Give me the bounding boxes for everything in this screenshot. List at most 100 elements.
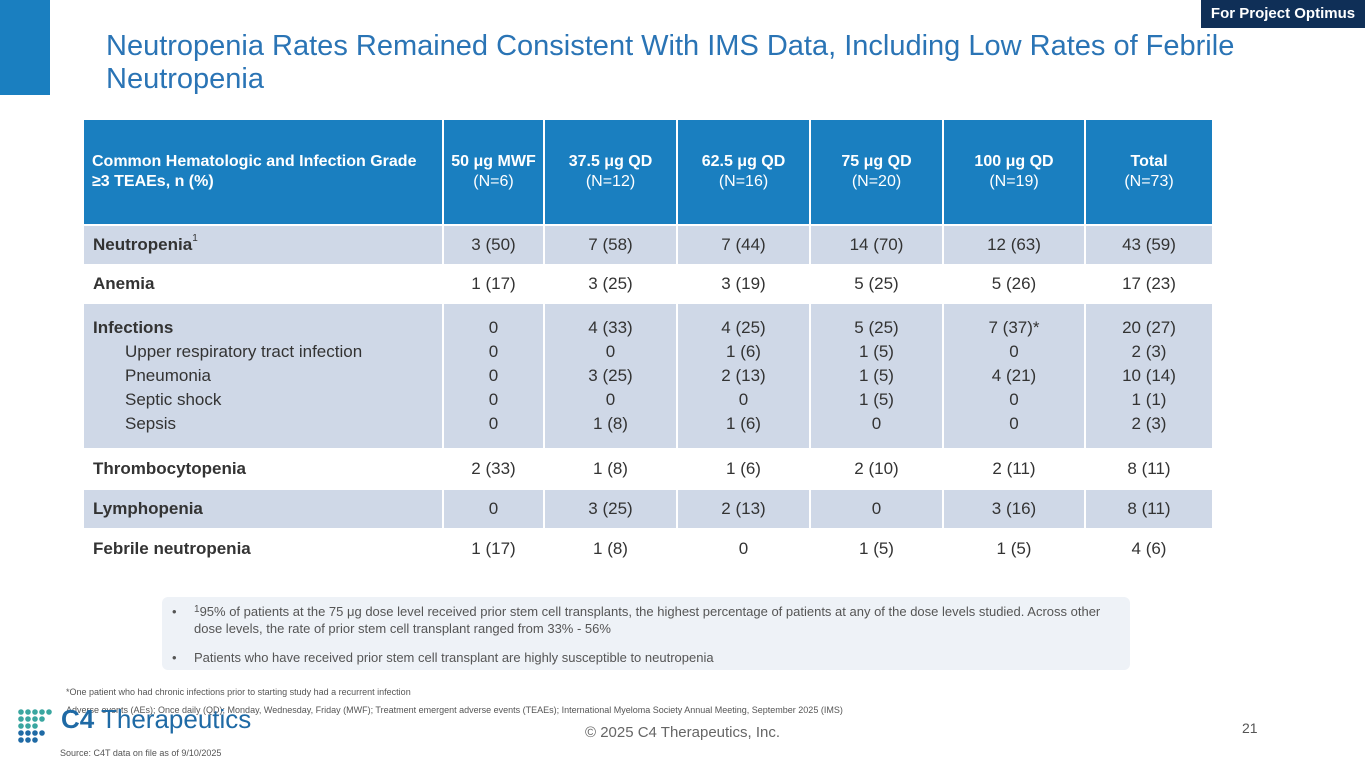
project-badge: For Project Optimus xyxy=(1201,0,1365,28)
asterisk-footnote: *One patient who had chronic infections … xyxy=(66,687,411,697)
cell-line: 1 (5) xyxy=(859,390,894,409)
table-cell: 4 (33) 0 3 (25) 0 1 (8) xyxy=(543,304,678,448)
cell-line: 0 xyxy=(1009,414,1019,433)
table-cell: 12 (63) xyxy=(942,225,1086,264)
header-n: (N=16) xyxy=(718,173,769,190)
table-cell: 3 (16) xyxy=(942,490,1086,528)
sub-row-label: Upper respiratory tract infection xyxy=(125,342,363,361)
table-cell: 4 (6) xyxy=(1084,528,1214,570)
table-row-lymphopenia: Lymphopenia 0 3 (25) 2 (13) 0 3 (16) 8 (… xyxy=(82,490,1214,528)
table-cell: 1 (17) xyxy=(442,264,545,304)
sub-row-label: Pneumonia xyxy=(125,366,212,385)
table-cell: 1 (8) xyxy=(543,528,678,570)
table-cell: 20 (27) 2 (3) 10 (14) 1 (1) 2 (3) xyxy=(1084,304,1214,448)
header-dose: Total xyxy=(1130,153,1168,170)
row-label: Infections Upper respiratory tract infec… xyxy=(82,304,444,448)
cell-line: 20 (27) xyxy=(1122,318,1176,337)
cell-line: 10 (14) xyxy=(1122,366,1176,385)
cell-line: 5 (25) xyxy=(854,318,899,337)
cell-line: 0 xyxy=(605,342,616,361)
header-n: (N=6) xyxy=(473,173,514,190)
table-cell: 1 (5) xyxy=(809,528,944,570)
cell-line: 1 (5) xyxy=(859,342,894,361)
row-label: Febrile neutropenia xyxy=(82,528,444,570)
note-text: 195% of patients at the 75 μg dose level… xyxy=(194,603,1120,637)
cell-line: 4 (33) xyxy=(588,318,633,337)
table-cell: 2 (10) xyxy=(809,448,944,490)
teae-table: Common Hematologic and Infection Grade ≥… xyxy=(82,118,1214,570)
cell-line: 0 xyxy=(738,390,749,409)
cell-line: 1 (5) xyxy=(859,366,894,385)
company-logo: C4 Therapeutics xyxy=(17,704,257,744)
table-cell: 17 (23) xyxy=(1084,264,1214,304)
table-cell: 8 (11) xyxy=(1084,448,1214,490)
sub-row-label: Septic shock xyxy=(125,390,222,409)
note-body: Patients who have received prior stem ce… xyxy=(194,650,714,665)
table-cell: 1 (6) xyxy=(676,448,811,490)
bullet: • xyxy=(172,650,177,665)
table-cell: 43 (59) xyxy=(1084,225,1214,264)
header-n: (N=20) xyxy=(851,173,902,190)
row-label: Lymphopenia xyxy=(82,490,444,528)
footnote-marker: 1 xyxy=(192,233,198,244)
table-cell: 3 (25) xyxy=(543,490,678,528)
table-row-infections: Infections Upper respiratory tract infec… xyxy=(82,304,1214,448)
cell-line: 4 (25) xyxy=(721,318,766,337)
table-cell: 3 (19) xyxy=(676,264,811,304)
header-col-100-qd: 100 μg QD (N=19) xyxy=(942,118,1086,226)
table-cell: 14 (70) xyxy=(809,225,944,264)
table-cell: 1 (5) xyxy=(942,528,1086,570)
cell-line: 0 xyxy=(1009,342,1019,361)
dot-grid-icon xyxy=(18,709,52,743)
note-item: • 195% of patients at the 75 μg dose lev… xyxy=(172,603,1120,637)
header-dose: 50 μg MWF xyxy=(451,153,536,170)
table-cell: 0 xyxy=(676,528,811,570)
table-cell: 5 (25) xyxy=(809,264,944,304)
header-dose: 62.5 μg QD xyxy=(701,153,786,170)
header-n: (N=73) xyxy=(1124,173,1174,190)
logo-rest: Therapeutics xyxy=(94,704,252,734)
cell-line: 2 (3) xyxy=(1131,414,1167,433)
header-n: (N=12) xyxy=(585,173,636,190)
table-cell: 2 (11) xyxy=(942,448,1086,490)
cell-line: 0 xyxy=(488,342,499,361)
cell-line: 0 xyxy=(605,390,616,409)
row-label: Anemia xyxy=(82,264,444,304)
cell-line: 2 (3) xyxy=(1131,342,1167,361)
table-row-anemia: Anemia 1 (17) 3 (25) 3 (19) 5 (25) 5 (26… xyxy=(82,264,1214,304)
footnote-marker: 1 xyxy=(194,604,200,615)
header-col-50-mwf: 50 μg MWF (N=6) xyxy=(442,118,545,226)
cell-line: 3 (25) xyxy=(588,366,633,385)
cell-line: 0 xyxy=(871,414,882,433)
cell-line: 1 (6) xyxy=(726,342,761,361)
cell-line: 1 (1) xyxy=(1131,390,1167,409)
corner-accent-block xyxy=(0,0,50,95)
table-cell: 7 (37)* 0 4 (21) 0 0 xyxy=(942,304,1086,448)
table-cell: 1 (8) xyxy=(543,448,678,490)
cell-line: 2 (13) xyxy=(721,366,766,385)
table-cell: 3 (25) xyxy=(543,264,678,304)
table-cell: 5 (25) 1 (5) 1 (5) 1 (5) 0 xyxy=(809,304,944,448)
header-n: (N=19) xyxy=(989,173,1039,190)
header-label: Common Hematologic and Infection Grade ≥… xyxy=(82,118,444,226)
cell-line: 1 (6) xyxy=(726,414,761,433)
cell-line: 0 xyxy=(488,414,499,433)
header-dose: 37.5 μg QD xyxy=(568,153,653,170)
cell-line: 4 (21) xyxy=(991,366,1037,385)
page-number: 21 xyxy=(1242,720,1258,736)
table-cell: 2 (33) xyxy=(442,448,545,490)
row-label: Neutropenia1 xyxy=(82,225,444,264)
table-row-febrile-neutropenia: Febrile neutropenia 1 (17) 1 (8) 0 1 (5)… xyxy=(82,528,1214,570)
abbreviations-footnote: Adverse events (AEs); Once daily (QD); M… xyxy=(66,705,843,715)
header-col-total: Total (N=73) xyxy=(1084,118,1214,226)
header-dose: 75 μg QD xyxy=(841,153,912,170)
table-cell: 0 0 0 0 0 xyxy=(442,304,545,448)
header-dose: 100 μg QD xyxy=(974,153,1054,170)
row-label-text: Infections xyxy=(93,318,174,337)
slide-title: Neutropenia Rates Remained Consistent Wi… xyxy=(106,30,1235,95)
table-cell: 3 (50) xyxy=(442,225,545,264)
table-cell: 7 (44) xyxy=(676,225,811,264)
table-row-neutropenia: Neutropenia1 3 (50) 7 (58) 7 (44) 14 (70… xyxy=(82,225,1214,264)
logo-wordmark: C4 Therapeutics xyxy=(61,704,251,735)
cell-line: 0 xyxy=(488,318,499,337)
